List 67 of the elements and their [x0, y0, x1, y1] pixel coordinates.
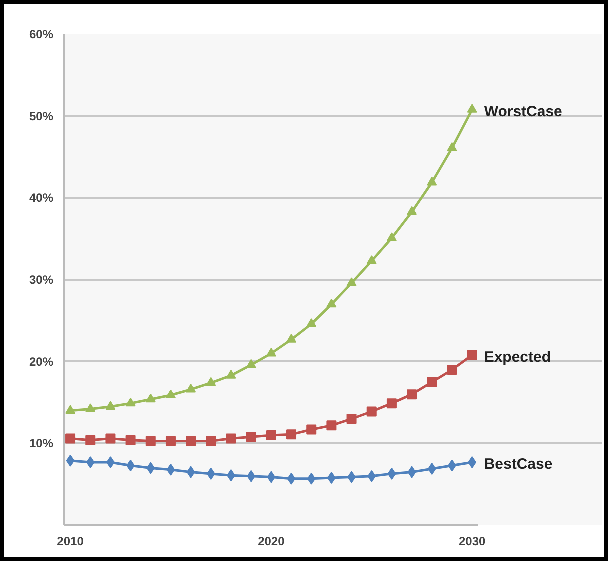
point [267, 471, 276, 484]
y-tick-label: 30% [29, 273, 54, 287]
point [366, 255, 377, 264]
y-tick-label: 40% [29, 191, 54, 206]
point [467, 350, 478, 360]
point [126, 435, 136, 446]
point [286, 334, 297, 343]
point [326, 420, 337, 431]
point [428, 463, 436, 476]
point [467, 104, 478, 113]
point [307, 472, 316, 485]
y-tick-label: 50% [29, 109, 54, 124]
x-tick-label: 2020 [258, 534, 286, 548]
point [408, 466, 416, 478]
point [206, 377, 216, 386]
point [226, 370, 236, 379]
point [246, 359, 256, 368]
point [166, 390, 176, 398]
point [447, 365, 458, 376]
point [166, 436, 176, 446]
series-label: WorstCase [484, 103, 562, 120]
point [186, 384, 196, 393]
point [427, 176, 438, 186]
point [368, 470, 376, 482]
point [186, 436, 196, 446]
point [86, 404, 96, 412]
point [306, 318, 317, 328]
point [66, 454, 75, 467]
y-tick-label: 60% [29, 28, 54, 42]
point [266, 430, 276, 440]
point [66, 405, 76, 414]
point [407, 390, 418, 400]
point [146, 436, 156, 446]
point [346, 414, 357, 424]
point [246, 432, 256, 442]
point [407, 206, 418, 216]
point [427, 377, 438, 388]
point [326, 298, 337, 308]
point [106, 401, 116, 410]
series-label: BestCase [484, 456, 553, 473]
point [226, 434, 236, 444]
point [106, 434, 116, 444]
point [386, 398, 397, 409]
point [166, 464, 176, 476]
point [126, 398, 136, 407]
point [146, 462, 156, 474]
point [146, 394, 156, 403]
point [366, 406, 377, 417]
point [388, 468, 396, 480]
y-tick-label: 20% [29, 354, 54, 369]
point [306, 424, 317, 435]
y-tick-label: 10% [29, 436, 54, 451]
series-label: Expected [484, 348, 552, 366]
point [86, 435, 96, 446]
point [86, 456, 95, 468]
point [386, 232, 397, 242]
point [286, 430, 297, 440]
x-tick-label: 2010 [57, 534, 84, 548]
point [206, 436, 216, 446]
point [66, 434, 76, 444]
x-tick-label: 2030 [458, 534, 486, 548]
point [287, 472, 296, 485]
point [206, 468, 216, 480]
point [346, 278, 357, 286]
point [266, 348, 276, 357]
point [447, 142, 458, 152]
point [186, 466, 196, 478]
